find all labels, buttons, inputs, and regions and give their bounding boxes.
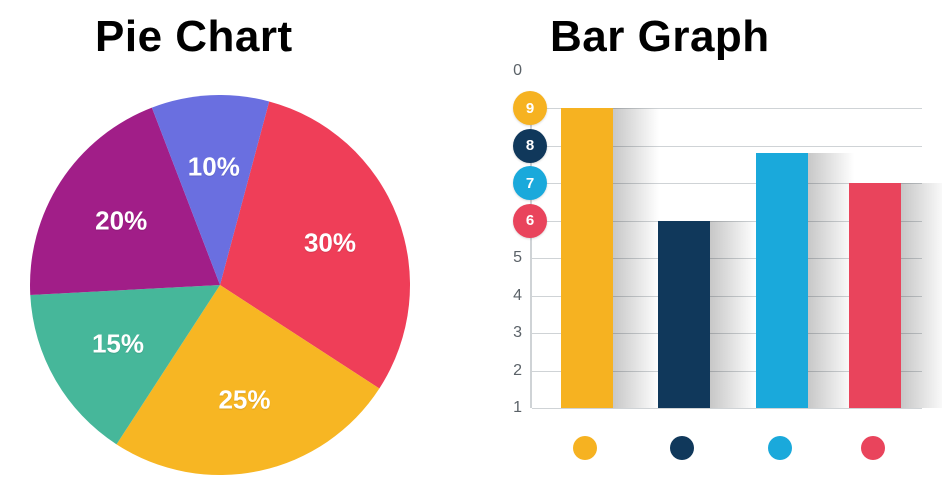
y-tick-label: 0	[492, 62, 522, 80]
y-tick-bubble: 8	[513, 129, 547, 163]
pie-slice-label: 10%	[188, 152, 240, 183]
y-tick-bubble: 6	[513, 204, 547, 238]
y-tick-bubble: 9	[513, 91, 547, 125]
chart-stage: Pie Chart Bar Graph 30% 25% 15% 20% 10% 0 1 2 3…	[0, 0, 942, 500]
bar-shadow	[808, 153, 854, 408]
y-tick-label: 4	[492, 287, 522, 305]
bar-shadow	[613, 108, 659, 408]
bar-shadow	[901, 183, 942, 408]
pie-chart-title: Pie Chart	[95, 12, 293, 62]
bar	[561, 108, 613, 408]
bar	[658, 221, 710, 409]
pie-chart: 30% 25% 15% 20% 10%	[30, 95, 410, 475]
bar	[849, 183, 901, 408]
gridline	[532, 408, 922, 409]
y-tick-label: 1	[492, 399, 522, 417]
bar-chart: 0123456789	[470, 100, 930, 460]
pie-slice-label: 25%	[218, 385, 270, 416]
y-tick-label: 3	[492, 324, 522, 342]
legend-dot	[670, 436, 694, 460]
bar	[756, 153, 808, 408]
legend-dot	[768, 436, 792, 460]
y-tick-label: 5	[492, 249, 522, 267]
legend-dot	[861, 436, 885, 460]
y-tick-label: 2	[492, 362, 522, 380]
y-tick-bubble: 7	[513, 166, 547, 200]
pie-slice-label: 30%	[304, 227, 356, 258]
pie-slice-label: 15%	[92, 328, 144, 359]
bar-chart-plot	[530, 108, 922, 408]
pie-slice-label: 20%	[95, 205, 147, 236]
legend-dot	[573, 436, 597, 460]
bar-graph-title: Bar Graph	[550, 12, 770, 62]
bar-shadow	[710, 221, 756, 409]
